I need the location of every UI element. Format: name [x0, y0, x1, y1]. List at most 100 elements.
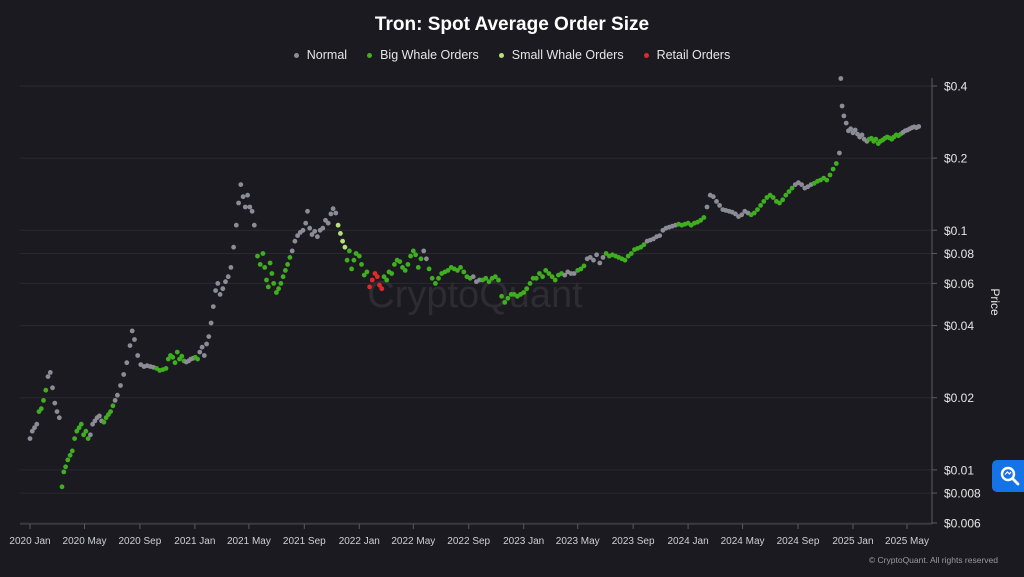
point-big-whale — [389, 271, 395, 276]
point-big-whale — [265, 284, 271, 290]
legend-item-big-whale[interactable]: Big Whale Orders — [367, 48, 479, 62]
point-big-whale — [364, 269, 370, 275]
point-normal — [591, 257, 596, 263]
point-big-whale — [392, 262, 397, 267]
x-tick-label: 2020 Sep — [118, 536, 161, 547]
point-normal — [210, 304, 216, 309]
point-big-whale — [527, 281, 533, 286]
point-big-whale — [827, 172, 833, 178]
point-big-whale — [43, 387, 49, 393]
point-big-whale — [499, 293, 504, 299]
legend-label-retail: Retail Orders — [656, 48, 731, 62]
point-big-whale — [408, 253, 413, 259]
y-axis-ticks: $0.4 $0.2 $0.1 $0.08 $0.06 $0.04 $0.02 $0.01 $0.… — [932, 80, 981, 531]
point-retail — [374, 274, 380, 280]
x-tick-label: 2022 May — [391, 536, 435, 547]
point-big-whale — [402, 268, 408, 273]
point-normal — [657, 233, 663, 239]
point-big-whale — [74, 428, 80, 434]
point-big-whale — [78, 421, 84, 427]
point-big-whale — [344, 257, 350, 263]
point-normal — [837, 150, 842, 156]
point-big-whale — [85, 436, 91, 441]
point-big-whale — [455, 268, 460, 273]
x-tick-label: 2024 May — [721, 536, 765, 547]
point-big-whale — [67, 452, 73, 458]
copyright: © CryptoQuant. All rights reserved — [868, 555, 998, 565]
point-normal — [571, 271, 577, 276]
legend-item-normal[interactable]: Normal — [293, 48, 347, 62]
y-tick-label: $0.1 — [944, 224, 968, 238]
point-normal — [303, 220, 309, 226]
point-big-whale — [824, 177, 830, 183]
point-big-whale — [83, 428, 89, 434]
y-tick-label: $0.2 — [944, 152, 968, 166]
x-tick-label: 2023 Sep — [612, 536, 655, 547]
legend-item-small-whale[interactable]: Small Whale Orders — [498, 48, 624, 62]
point-big-whale — [384, 277, 390, 283]
point-retail — [379, 286, 385, 292]
point-normal — [333, 210, 339, 216]
point-normal — [206, 334, 212, 339]
point-normal — [320, 225, 326, 231]
y-tick-label: $0.04 — [944, 319, 974, 333]
point-normal — [135, 353, 141, 358]
point-big-whale — [492, 274, 498, 280]
point-normal — [704, 204, 710, 210]
point-normal — [112, 398, 118, 403]
point-big-whale — [72, 436, 77, 441]
point-normal — [236, 200, 242, 206]
point-big-whale — [351, 257, 357, 263]
point-big-whale — [415, 265, 421, 270]
point-normal — [121, 372, 127, 377]
point-normal — [710, 194, 716, 200]
point-big-whale — [533, 275, 539, 281]
point-normal — [225, 274, 231, 280]
point-normal — [124, 360, 130, 366]
point-normal — [127, 343, 133, 348]
point-normal — [325, 220, 331, 226]
point-big-whale — [278, 281, 284, 286]
point-big-whale — [549, 274, 555, 280]
point-big-whale — [770, 195, 776, 200]
point-normal — [50, 385, 55, 391]
point-big-whale — [777, 200, 782, 206]
point-big-whale — [758, 203, 763, 208]
zoom-button[interactable] — [992, 460, 1024, 492]
point-normal — [249, 208, 255, 214]
point-big-whale — [483, 275, 489, 281]
point-big-whale — [276, 286, 281, 292]
point-normal — [208, 320, 214, 326]
point-big-whale — [361, 272, 367, 278]
y-tick-label: $0.02 — [944, 391, 974, 405]
point-big-whale — [108, 409, 113, 414]
x-axis-ticks: 2020 Jan 2020 May 2020 Sep 2021 Jan 2021 May… — [9, 524, 929, 547]
point-big-whale — [269, 271, 275, 276]
point-normal — [115, 392, 120, 398]
point-retail — [369, 277, 375, 283]
point-big-whale — [81, 432, 86, 438]
point-big-whale — [101, 419, 107, 425]
point-normal — [714, 199, 719, 204]
point-normal — [838, 76, 844, 81]
y-tick-label: $0.01 — [944, 463, 974, 477]
legend-marker-big-whale — [367, 52, 373, 58]
point-big-whale — [833, 161, 839, 166]
point-big-whale — [61, 469, 67, 475]
point-normal — [292, 238, 298, 244]
zoom-icon — [1000, 466, 1020, 486]
point-big-whale — [65, 457, 71, 463]
point-big-whale — [521, 290, 527, 295]
legend-marker-normal — [293, 52, 299, 58]
point-big-whale — [38, 406, 44, 412]
point-big-whale — [163, 366, 169, 371]
point-normal — [300, 227, 306, 233]
point-big-whale — [76, 425, 82, 431]
point-big-whale — [274, 290, 279, 295]
point-big-whale — [257, 262, 263, 267]
point-big-whale — [271, 281, 277, 286]
point-big-whale — [110, 403, 116, 409]
point-normal — [839, 103, 845, 109]
point-normal — [231, 244, 237, 250]
legend-item-retail[interactable]: Retail Orders — [643, 48, 731, 62]
